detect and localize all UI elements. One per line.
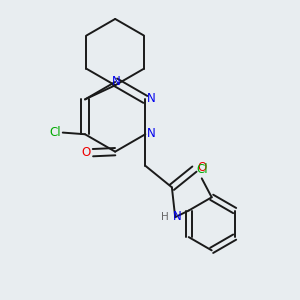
Text: O: O: [81, 146, 91, 159]
Text: N: N: [172, 210, 181, 223]
Text: N: N: [147, 92, 156, 105]
Text: H: H: [161, 212, 169, 221]
Text: N: N: [147, 127, 156, 140]
Text: O: O: [197, 161, 206, 174]
Text: Cl: Cl: [196, 163, 208, 176]
Text: Cl: Cl: [49, 126, 61, 139]
Text: N: N: [112, 76, 121, 88]
